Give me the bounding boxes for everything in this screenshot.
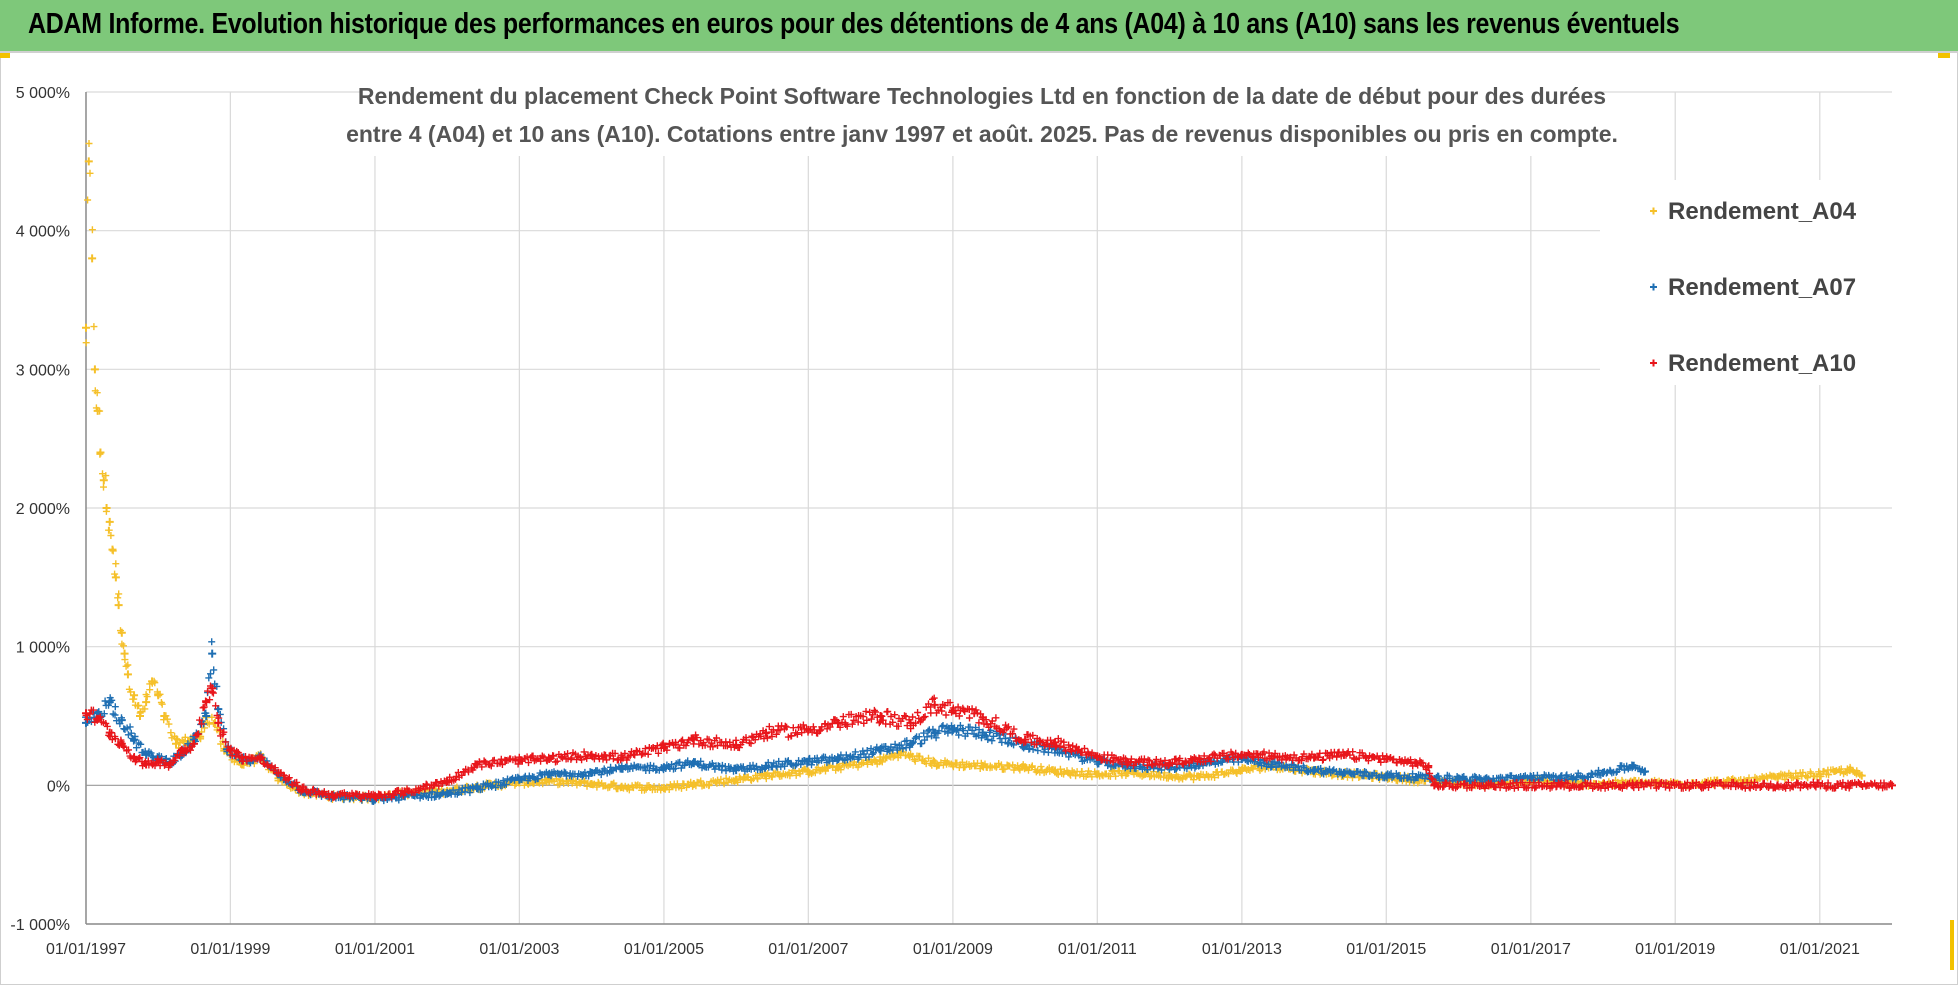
y-tick-label: 4 000%: [16, 224, 70, 241]
x-tick-label: 01/01/1997: [46, 941, 126, 958]
data-points: [82, 140, 1896, 805]
y-tick-label: 1 000%: [16, 640, 70, 657]
series-markers-Rendement_A10: [82, 682, 1895, 803]
legend-marker: [1650, 359, 1657, 367]
x-tick-label: 01/01/2005: [624, 941, 704, 958]
series-markers-Rendement_A07: [82, 638, 1648, 805]
data-point: [123, 670, 132, 679]
data-point: [114, 601, 123, 610]
legend: Rendement_A04 Rendement_A07 Rendement_A10: [1600, 180, 1900, 385]
x-tick-label: 01/01/2001: [335, 941, 415, 958]
series-Rendement_A04: [82, 140, 1866, 804]
series-Rendement_A10: [82, 682, 1896, 803]
data-point: [142, 698, 151, 707]
grid-lines: [85, 91, 1892, 925]
data-point: [90, 365, 99, 374]
x-tick-label: 01/01/2003: [479, 941, 559, 958]
data-point: [88, 254, 97, 263]
header-banner: ADAM Informe. Evolution historique des p…: [0, 0, 1958, 53]
corner-mark-bottom-right: [1950, 920, 1954, 970]
series-markers-Rendement_A04: [82, 140, 1864, 804]
data-point: [99, 476, 108, 485]
data-point: [208, 649, 217, 658]
legend-background: [1600, 180, 1900, 385]
series-Rendement_A07: [82, 638, 1649, 805]
x-tick-label: 01/01/2009: [913, 941, 993, 958]
chart-title-line2: entre 4 (A04) et 10 ans (A10). Cotations…: [346, 121, 1618, 147]
data-point: [84, 157, 93, 166]
y-tick-label: 0%: [47, 778, 70, 795]
x-tick-label: 01/01/2021: [1780, 941, 1860, 958]
corner-mark-top-right: [1938, 53, 1950, 58]
y-tick-label: 5 000%: [16, 85, 70, 102]
data-point: [930, 700, 939, 709]
x-tick-label: 01/01/2017: [1491, 941, 1571, 958]
data-point: [82, 323, 90, 332]
x-tick-label: 01/01/2019: [1635, 941, 1715, 958]
x-axis-ticks: 01/01/1997 01/01/1999 01/01/2001 01/01/2003…: [46, 941, 1860, 958]
y-tick-label: 3 000%: [16, 362, 70, 379]
legend-label: Rendement_A07: [1668, 274, 1856, 301]
chart-title-line1: Rendement du placement Check Point Softw…: [358, 83, 1606, 109]
y-tick-label: -1 000%: [10, 917, 70, 934]
page-title: ADAM Informe. Evolution historique des p…: [28, 8, 1680, 40]
legend-marker: [1650, 207, 1657, 215]
y-tick-label: 2 000%: [16, 501, 70, 518]
data-point: [1857, 771, 1866, 780]
legend-marker: [1650, 283, 1657, 291]
x-tick-label: 01/01/2007: [768, 941, 848, 958]
title-background: [360, 78, 1590, 156]
data-point: [105, 517, 114, 526]
legend-label: Rendement_A04: [1668, 198, 1857, 225]
x-tick-label: 01/01/2013: [1202, 941, 1282, 958]
x-tick-label: 01/01/1999: [190, 941, 270, 958]
x-tick-label: 01/01/2015: [1346, 941, 1426, 958]
legend-label: Rendement_A10: [1668, 350, 1856, 377]
corner-mark-top-left: [0, 53, 10, 58]
y-axis-ticks: -1 000% 0% 1 000% 2 000% 3 000% 4 000% 5 000%: [10, 85, 70, 934]
x-tick-label: 01/01/2011: [1058, 941, 1137, 958]
